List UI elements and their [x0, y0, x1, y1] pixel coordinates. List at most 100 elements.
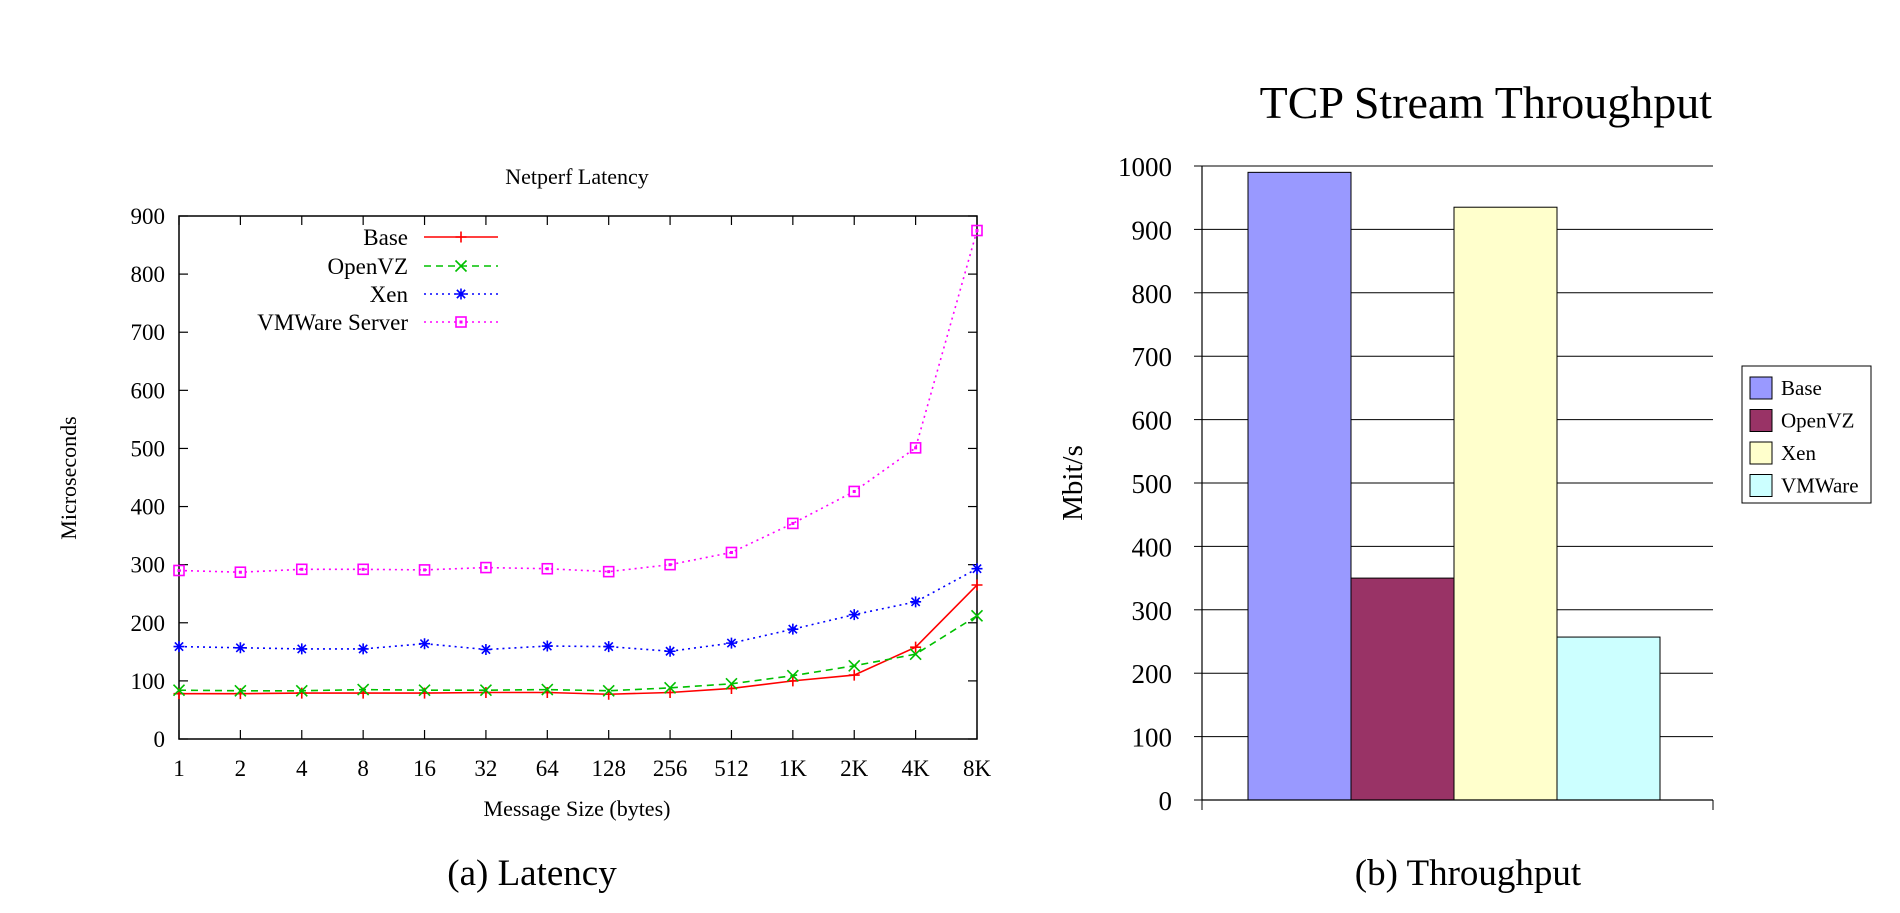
- throughput-y-tick-label: 800: [1132, 279, 1173, 309]
- latency-point-openvz: [357, 683, 370, 696]
- latency-point-base: [480, 687, 492, 699]
- latency-point-openvz: [172, 684, 186, 697]
- latency-point-xen: [296, 643, 308, 655]
- latency-chart-title: Netperf Latency: [505, 164, 649, 189]
- latency-point-openvz: [725, 677, 738, 690]
- latency-legend-marker-base: [455, 231, 467, 243]
- latency-legend-label-vmware-server: VMWare Server: [257, 310, 408, 335]
- latency-point-vmware-server-center: [423, 568, 427, 572]
- latency-point-vmware-server: [848, 485, 861, 498]
- latency-point-vmware-server-center: [791, 521, 795, 525]
- latency-x-tick-label: 8K: [963, 756, 992, 781]
- latency-point-vmware-server: [418, 564, 431, 576]
- latency-y-tick-label: 600: [131, 378, 166, 403]
- throughput-legend-label-xen: Xen: [1781, 441, 1816, 465]
- throughput-y-tick-label: 500: [1132, 469, 1173, 499]
- latency-point-xen: [787, 623, 799, 635]
- latency-y-tick-label: 200: [131, 611, 166, 636]
- latency-x-tick-label: 64: [536, 756, 560, 781]
- latency-x-tick-label: 1K: [779, 756, 808, 781]
- latency-point-openvz: [848, 659, 861, 672]
- latency-point-vmware-server-center: [729, 550, 733, 554]
- throughput-legend-swatch-base: [1749, 376, 1773, 400]
- latency-point-openvz: [602, 684, 615, 697]
- latency-point-base: [910, 641, 922, 653]
- throughput-legend-label-base: Base: [1781, 376, 1822, 400]
- latency-x-axis-label: Message Size (bytes): [484, 796, 671, 821]
- latency-y-tick-label: 100: [131, 669, 166, 694]
- latency-point-openvz: [418, 684, 431, 697]
- latency-x-tick-label: 512: [714, 756, 749, 781]
- latency-point-vmware-server: [480, 561, 492, 574]
- latency-point-xen: [357, 643, 369, 655]
- latency-point-base: [296, 687, 308, 699]
- throughput-y-tick-label: 200: [1132, 659, 1173, 689]
- latency-point-vmware-server-center: [668, 563, 672, 567]
- throughput-bar-xen: [1453, 206, 1558, 801]
- latency-x-axis: 1 2 4 8 16 32 64 128 256 512 1K 2K 4K 8K: [173, 216, 991, 781]
- latency-y-tick-label: 800: [131, 262, 166, 287]
- latency-point-xen: [541, 640, 553, 652]
- latency-y-tick-label: 900: [131, 204, 166, 229]
- throughput-y-tick-label: 0: [1159, 786, 1173, 816]
- latency-point-vmware-server-center: [607, 570, 611, 574]
- latency-point-vmware-server: [787, 517, 799, 530]
- latency-legend-marker-vmware-server: [455, 316, 467, 328]
- latency-y-tick-label: 300: [131, 553, 166, 578]
- latency-point-vmware-server-center: [484, 566, 488, 570]
- latency-x-tick-label: 128: [591, 756, 626, 781]
- throughput-bar-base: [1247, 171, 1352, 801]
- latency-line-base: [179, 584, 978, 696]
- throughput-legend-label-openvz: OpenVZ: [1781, 409, 1854, 433]
- latency-point-vmware-server-center: [238, 570, 242, 574]
- latency-point-openvz: [479, 684, 492, 697]
- latency-x-tick-label: 256: [653, 756, 688, 781]
- latency-line-xen: [178, 568, 978, 653]
- throughput-bar-vmware: [1556, 636, 1661, 801]
- throughput-legend: Base OpenVZ Xen VMWare: [1741, 365, 1872, 504]
- latency-point-openvz: [234, 684, 247, 697]
- latency-point-vmware-server-center: [852, 489, 856, 493]
- latency-point-xen: [848, 609, 860, 621]
- latency-series-openvz: [172, 609, 984, 697]
- throughput-bar-openvz: [1350, 577, 1455, 801]
- latency-point-openvz: [664, 681, 677, 694]
- latency-point-xen: [480, 644, 492, 656]
- throughput-y-tick-label: 100: [1132, 723, 1173, 753]
- latency-legend-label-openvz: OpenVZ: [328, 254, 408, 279]
- latency-legend-label-xen: Xen: [370, 282, 409, 307]
- latency-point-vmware-server: [664, 558, 676, 571]
- latency-point-openvz: [295, 684, 308, 697]
- latency-legend-label-base: Base: [363, 225, 408, 250]
- throughput-chart: TCP Stream Throughput 0 100 200 300 400 500 60…: [1057, 77, 1872, 894]
- latency-point-xen: [910, 596, 922, 608]
- latency-y-axis-label: Microseconds: [56, 416, 81, 539]
- throughput-legend-swatch-openvz: [1749, 409, 1773, 432]
- latency-series-vmware-server: [173, 224, 983, 579]
- throughput-caption: (b) Throughput: [1355, 853, 1582, 894]
- latency-series-group: [172, 224, 984, 700]
- latency-legend-marker-openvz: [454, 259, 468, 273]
- latency-point-xen: [234, 642, 246, 654]
- latency-point-openvz: [541, 683, 554, 696]
- throughput-y-tick-label: 300: [1132, 596, 1173, 626]
- throughput-y-tick-label: 1000: [1118, 152, 1172, 182]
- throughput-legend-swatch-xen: [1749, 441, 1773, 465]
- latency-point-vmware-server-center: [177, 568, 181, 572]
- latency-point-vmware-server: [602, 565, 615, 578]
- latency-point-xen: [971, 563, 983, 575]
- throughput-y-tick-label: 900: [1132, 215, 1173, 245]
- latency-point-vmware-server: [971, 224, 983, 237]
- latency-point-vmware-server: [909, 442, 922, 454]
- latency-series-xen: [173, 563, 983, 657]
- latency-point-base: [787, 675, 799, 687]
- latency-x-tick-label: 16: [413, 756, 436, 781]
- throughput-legend-label-vmware: VMWare: [1781, 474, 1859, 498]
- latency-point-xen: [603, 641, 615, 653]
- latency-point-vmware-server-center: [545, 567, 549, 571]
- latency-x-tick-label: 8: [357, 756, 369, 781]
- throughput-y-axis-label: Mbit/s: [1057, 445, 1089, 521]
- throughput-y-tick-label: 700: [1132, 342, 1173, 372]
- latency-point-xen: [664, 645, 676, 657]
